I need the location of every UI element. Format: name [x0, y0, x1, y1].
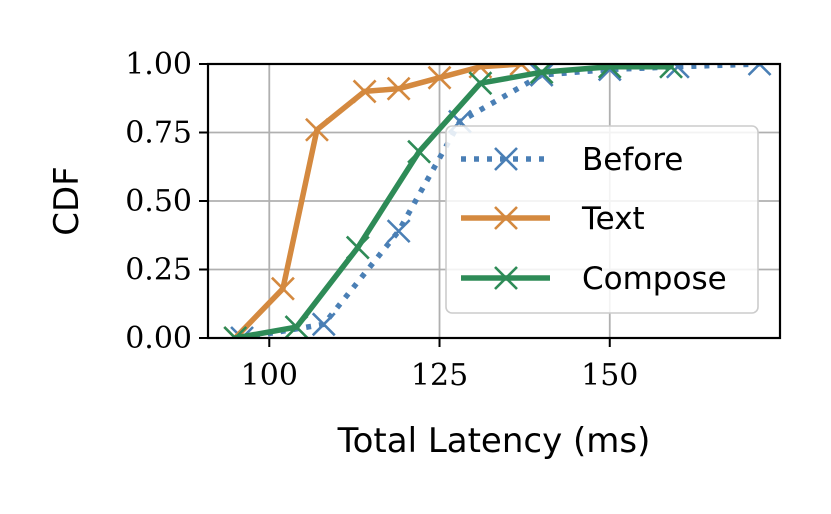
y-axis-label: CDF: [47, 166, 87, 235]
series-line: [232, 64, 674, 338]
ticks: 100 125 150 0.00 0.25 0.50 0.75 1.00: [125, 47, 638, 393]
x-axis-label: Total Latency (ms): [337, 421, 651, 461]
series-compose: [223, 64, 683, 338]
data-point: [659, 64, 683, 79]
data-point: [311, 312, 336, 337]
data-point: [468, 71, 493, 96]
legend-entry-before: Before: [461, 142, 683, 178]
legend-box: [445, 125, 759, 314]
legend: Before Text Compose: [445, 125, 759, 314]
data-point: [352, 79, 377, 104]
y-tick-label: 0.00: [125, 321, 192, 356]
data-point: [509, 64, 534, 76]
series-line: [232, 64, 524, 338]
legend-marker: [494, 147, 518, 171]
legend-marker: [494, 266, 518, 290]
data-point: [270, 276, 295, 301]
y-tick-label: 1.00: [125, 47, 192, 82]
data-point: [386, 219, 411, 244]
data-point: [747, 64, 772, 76]
y-tick-label: 0.75: [125, 116, 192, 151]
y-tick-label: 0.50: [125, 184, 192, 219]
legend-label: Before: [582, 142, 683, 178]
data-point: [427, 65, 452, 90]
data-point: [223, 326, 248, 338]
data-point: [597, 64, 622, 79]
legend-entry-text: Text: [461, 201, 645, 237]
series-group: [223, 64, 772, 338]
data-point: [665, 64, 690, 79]
y-tick-label: 0.25: [125, 253, 192, 288]
data-point: [284, 315, 309, 338]
legend-marker: [494, 206, 518, 230]
data-point: [407, 139, 432, 164]
x-tick-label: 125: [411, 358, 468, 393]
x-tick-label: 150: [581, 358, 638, 393]
data-point: [305, 117, 329, 142]
data-point: [386, 76, 411, 101]
legend-label: Compose: [582, 261, 727, 297]
data-point: [345, 235, 370, 260]
data-point: [230, 326, 254, 338]
legend-entry-compose: Compose: [461, 261, 727, 297]
x-tick-label: 100: [241, 358, 298, 393]
legend-label: Text: [581, 201, 645, 237]
